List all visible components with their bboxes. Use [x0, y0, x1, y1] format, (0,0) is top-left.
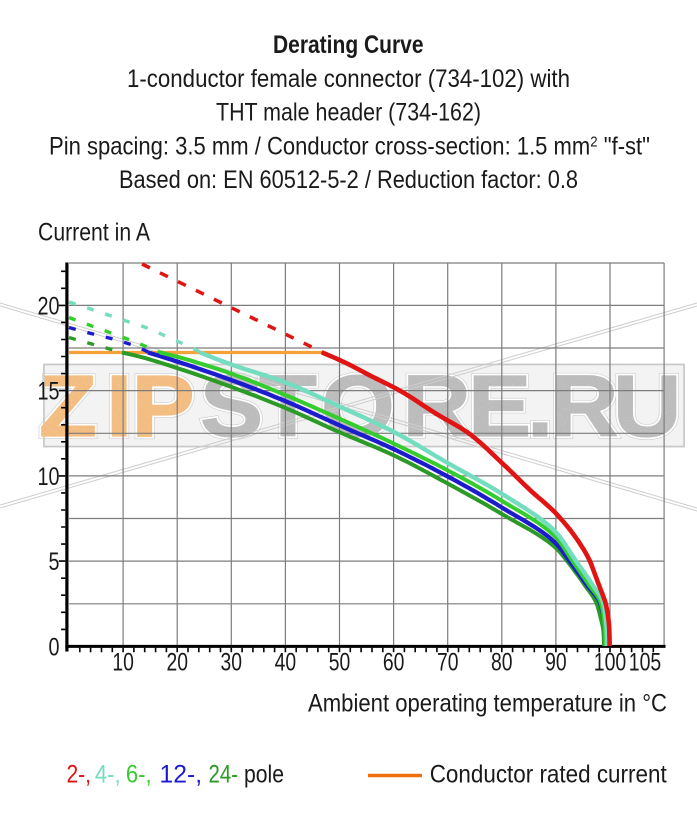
svg-text:6-,: 6-,	[126, 761, 152, 789]
svg-text:5: 5	[49, 548, 60, 576]
svg-text:I: I	[106, 359, 132, 456]
svg-text:.: .	[527, 359, 553, 456]
svg-text:I: I	[106, 359, 132, 456]
svg-text:Based on: EN 60512-5-2 / Reduc: Based on: EN 60512-5-2 / Reduction facto…	[119, 166, 578, 194]
svg-text:70: 70	[437, 649, 459, 677]
svg-text:I: I	[106, 359, 132, 456]
svg-text:U: U	[613, 359, 681, 456]
svg-text:4-,: 4-,	[95, 761, 121, 789]
svg-text:P: P	[132, 359, 195, 456]
svg-text:Current in A: Current in A	[38, 219, 150, 247]
svg-text:.: .	[527, 359, 553, 456]
svg-text:12-,: 12-,	[160, 761, 203, 789]
svg-text:10: 10	[38, 463, 60, 491]
svg-text:pole: pole	[244, 761, 284, 789]
svg-text:1-conductor female connector (: 1-conductor female connector (734-102) w…	[127, 65, 570, 93]
svg-text:U: U	[613, 359, 681, 456]
svg-text:105: 105	[629, 649, 662, 677]
svg-text:20: 20	[38, 292, 60, 320]
svg-text:Conductor rated current: Conductor rated current	[430, 761, 667, 789]
svg-text:THT male header (734-162): THT male header (734-162)	[216, 99, 481, 127]
svg-text:Pin spacing: 3.5 mm / Conducto: Pin spacing: 3.5 mm / Conductor cross-se…	[49, 132, 650, 160]
svg-text:10: 10	[112, 649, 134, 677]
svg-text:R: R	[403, 359, 471, 456]
svg-text:24-: 24-	[209, 761, 239, 789]
svg-text:R: R	[550, 359, 618, 456]
svg-text:2-,: 2-,	[67, 761, 92, 789]
svg-text:.: .	[527, 359, 553, 456]
svg-text:30: 30	[221, 649, 243, 677]
svg-text:50: 50	[329, 649, 351, 677]
svg-text:60: 60	[383, 649, 405, 677]
svg-text:90: 90	[545, 649, 567, 677]
svg-text:Derating Curve: Derating Curve	[273, 31, 424, 59]
svg-text:100: 100	[594, 649, 627, 677]
svg-text:15: 15	[38, 378, 60, 406]
svg-text:40: 40	[275, 649, 297, 677]
svg-text:20: 20	[166, 649, 188, 677]
svg-text:R: R	[550, 359, 618, 456]
svg-text:P: P	[132, 359, 195, 456]
svg-text:0: 0	[49, 633, 60, 661]
svg-text:R: R	[550, 359, 618, 456]
svg-text:U: U	[613, 359, 681, 456]
svg-text:80: 80	[491, 649, 513, 677]
svg-text:Ambient operating temperature: Ambient operating temperature in °C	[308, 690, 667, 718]
